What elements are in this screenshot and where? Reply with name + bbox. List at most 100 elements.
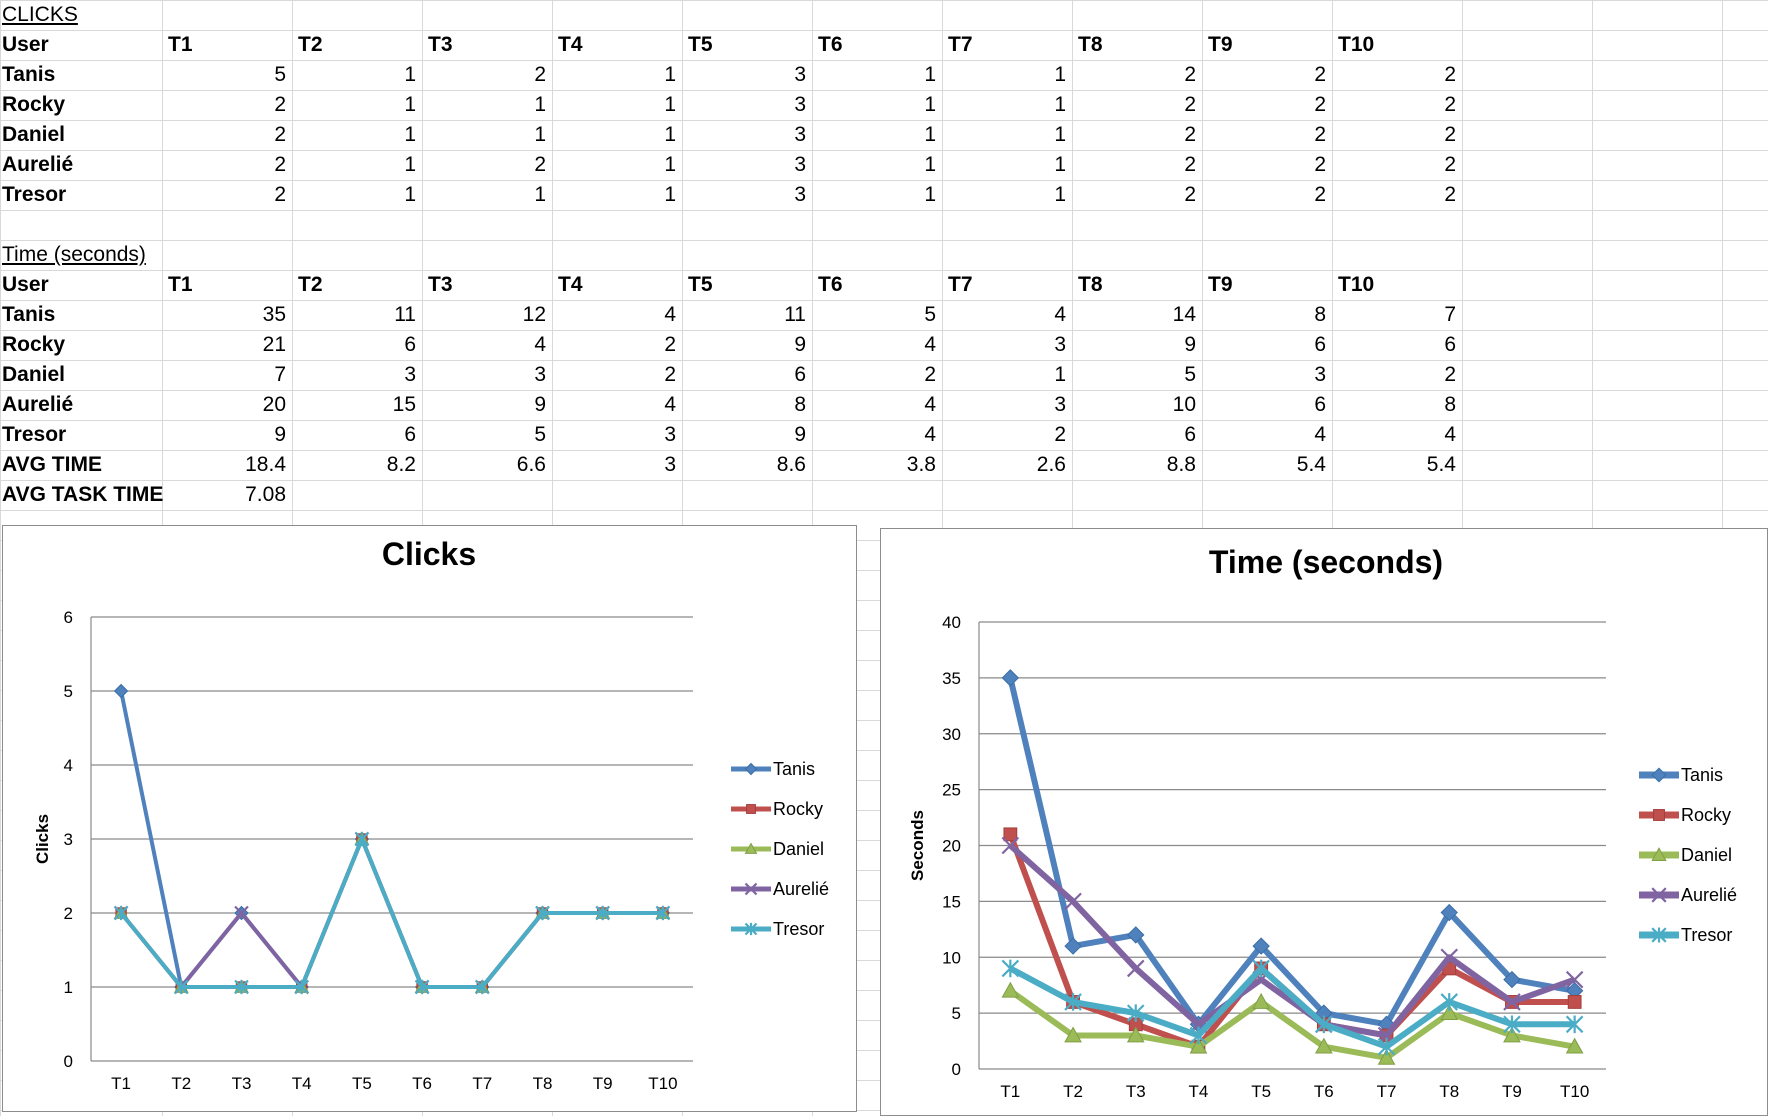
user-name[interactable]: AVG TIME [2,453,102,476]
user-name[interactable]: Rocky [2,93,66,116]
time-point[interactable] [1503,970,1521,989]
clicks-legend-marker[interactable] [744,762,758,776]
clicks-point[interactable] [294,979,309,995]
time-cell[interactable]: 3.8 [906,453,936,476]
clicks-cell[interactable]: 2 [274,123,286,146]
user-name[interactable]: Tanis [2,303,56,326]
clicks-cell[interactable]: 1 [664,93,676,116]
time-cell[interactable]: 20 [262,393,286,416]
clicks-cell[interactable]: 2 [1444,93,1456,116]
clicks-cell[interactable]: 1 [404,63,416,86]
time-point[interactable] [1064,993,1082,1011]
time-cell[interactable]: 2 [924,363,936,386]
time-point[interactable] [1565,1015,1584,1034]
task-header[interactable]: T3 [428,273,453,296]
time-point[interactable] [1126,959,1145,978]
task-header[interactable]: T1 [168,33,193,56]
clicks-cell[interactable]: 2 [1444,123,1456,146]
time-cell[interactable]: 4 [664,393,676,416]
time-cell[interactable]: 11 [394,303,416,326]
clicks-point[interactable] [234,905,249,921]
time-cell[interactable]: 4 [924,333,936,356]
clicks-cell[interactable]: 2 [274,183,286,206]
clicks-cell[interactable]: 1 [1054,183,1066,206]
clicks-cell[interactable]: 2 [1314,63,1326,86]
time-point[interactable] [1001,981,1020,998]
clicks-point[interactable] [113,905,129,921]
clicks-legend-marker[interactable] [744,922,758,936]
time-cell[interactable]: 35 [262,303,286,326]
time-point[interactable] [1503,993,1521,1011]
time-point[interactable] [1252,959,1270,978]
time-cell[interactable]: 8 [1314,303,1326,326]
clicks-cell[interactable]: 2 [274,153,286,176]
clicks-cell[interactable]: 2 [1184,153,1196,176]
clicks-cell[interactable]: 2 [274,93,286,116]
time-cell[interactable]: 7 [1444,303,1456,326]
clicks-cell[interactable]: 1 [404,153,416,176]
task-header[interactable]: T8 [1078,33,1103,56]
time-cell[interactable]: 18.4 [245,453,286,476]
clicks-point[interactable] [475,979,490,995]
clicks-cell[interactable]: 2 [1444,153,1456,176]
time-cell[interactable]: 4 [1444,423,1456,446]
clicks-cell[interactable]: 1 [534,93,546,116]
clicks-point[interactable] [174,979,189,995]
clicks-cell[interactable]: 2 [1314,183,1326,206]
clicks-cell[interactable]: 1 [924,153,936,176]
task-header[interactable]: T7 [948,33,973,56]
clicks-cell[interactable]: 1 [404,183,416,206]
task-header[interactable]: T9 [1208,273,1233,296]
time-cell[interactable]: 1 [1054,363,1066,386]
time-cell[interactable]: 9 [274,423,286,446]
time-point[interactable] [1377,1048,1396,1065]
task-header[interactable]: T5 [688,273,713,296]
time-cell[interactable]: 8 [1444,393,1456,416]
time-point[interactable] [1127,926,1145,944]
task-header[interactable]: T2 [298,33,323,56]
time-cell[interactable]: 8.2 [386,453,416,476]
time-cell[interactable]: 8.8 [1166,453,1196,476]
time-cell[interactable]: 5 [1184,363,1196,386]
user-name[interactable]: Daniel [2,363,66,386]
clicks-cell[interactable]: 1 [1054,123,1066,146]
clicks-cell[interactable]: 2 [1184,123,1196,146]
time-cell[interactable]: 3 [1054,333,1066,356]
time-cell[interactable]: 2 [664,363,676,386]
clicks-point[interactable] [595,905,610,921]
time-series-line-aurelié[interactable] [1008,843,1576,1039]
time-cell[interactable]: 7 [274,363,286,386]
time-cell[interactable]: 4 [924,423,936,446]
time-cell[interactable]: 9 [794,333,806,356]
time-cell[interactable]: 9 [1184,333,1196,356]
time-point[interactable] [1189,1026,1208,1045]
clicks-cell[interactable]: 3 [794,153,806,176]
time-cell[interactable]: 3 [664,453,676,476]
time-point[interactable] [1001,836,1020,855]
time-cell[interactable]: 6 [1184,423,1196,446]
time-point[interactable] [1315,1015,1333,1034]
time-point[interactable] [1440,948,1459,967]
clicks-cell[interactable]: 1 [924,93,936,116]
time-cell[interactable]: 6 [1444,333,1456,356]
task-header[interactable]: T8 [1078,273,1103,296]
time-point[interactable] [1503,1015,1521,1034]
user-name[interactable]: Rocky [2,333,66,356]
time-legend-marker[interactable] [1651,847,1667,861]
time-point[interactable] [1189,1037,1208,1054]
clicks-cell[interactable]: 2 [534,63,546,86]
user-name[interactable]: Aurelié [2,393,74,416]
time-point[interactable] [1064,892,1082,911]
clicks-cell[interactable]: 2 [1314,123,1326,146]
time-cell[interactable]: 8 [794,393,806,416]
time-point[interactable] [1252,937,1270,955]
clicks-series-line-tresor[interactable] [119,837,663,989]
task-header[interactable]: T7 [948,273,973,296]
time-point[interactable] [1001,669,1020,687]
time-point[interactable] [1503,1026,1521,1043]
time-cell[interactable]: 7.08 [245,483,286,506]
clicks-cell[interactable]: 2 [1444,63,1456,86]
time-cell[interactable]: 3 [664,423,676,446]
clicks-cell[interactable]: 1 [664,123,676,146]
time-point[interactable] [1565,1037,1584,1054]
